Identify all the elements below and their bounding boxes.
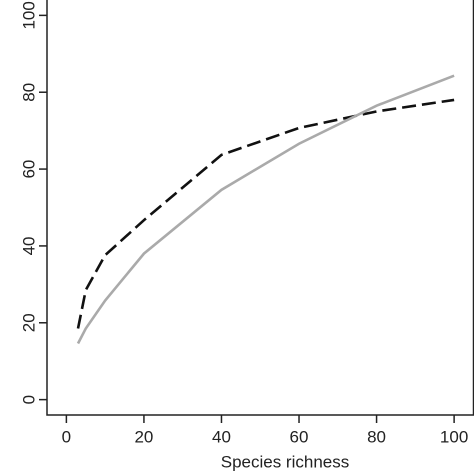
x-tick-label: 80	[367, 427, 386, 446]
y-tick-label: 80	[19, 83, 38, 102]
x-axis-label: Species richness	[221, 452, 350, 471]
y-tick-label: 20	[19, 313, 38, 332]
series-line	[76, 98, 455, 329]
axes	[46, 0, 474, 416]
y-tick-label: 40	[19, 236, 38, 255]
y-tick-label: 0	[19, 395, 38, 404]
y-tick-label: 100	[19, 1, 38, 29]
x-tick-label: 0	[62, 427, 71, 446]
x-tick-label: 100	[440, 427, 468, 446]
x-tick-label: 20	[134, 427, 153, 446]
y-tick-label: 60	[19, 160, 38, 179]
series-line	[76, 74, 455, 345]
x-tick-label: 60	[290, 427, 309, 446]
x-tick-label: 40	[212, 427, 231, 446]
